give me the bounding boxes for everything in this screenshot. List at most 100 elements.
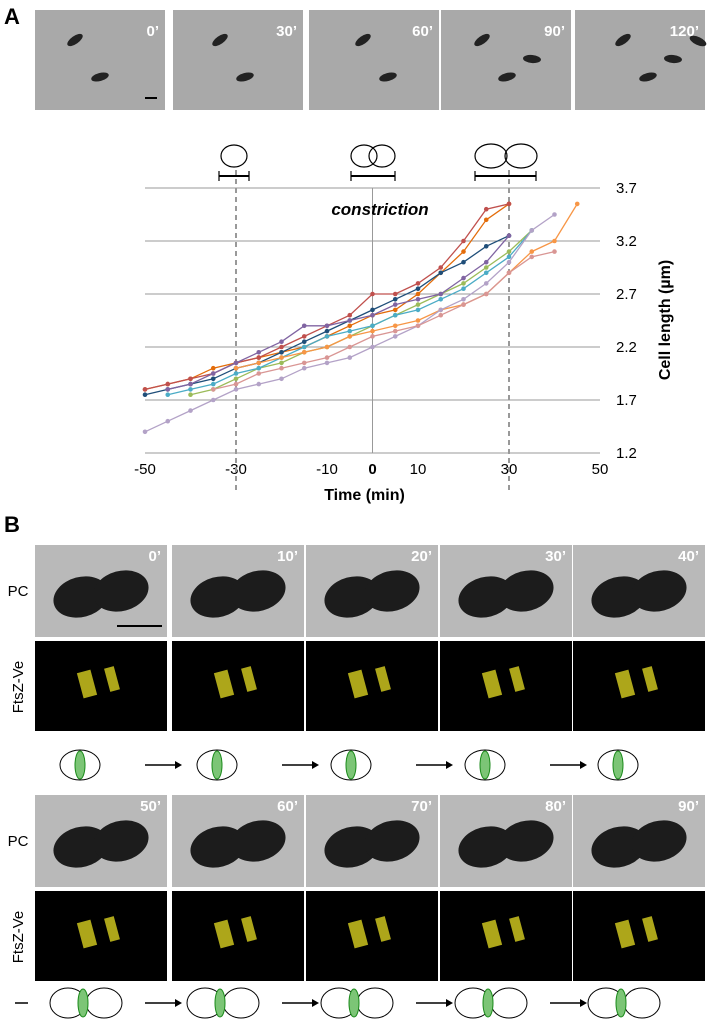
data-point [165, 392, 171, 398]
cell [212, 33, 228, 47]
data-point [347, 344, 353, 350]
data-point [210, 381, 216, 387]
ftsz-signal [104, 916, 120, 942]
cell [474, 33, 490, 47]
y-tick-label: 1.2 [616, 445, 637, 462]
data-point [210, 387, 216, 392]
cell-diagram [597, 749, 639, 781]
data-point [347, 334, 353, 339]
data-point [256, 350, 262, 355]
data-point [392, 297, 398, 302]
data-point [461, 275, 466, 281]
data-point [233, 387, 239, 392]
data-point [301, 344, 307, 350]
time-label: 30’ [276, 23, 297, 40]
data-point [392, 334, 398, 339]
cell-diagram [623, 987, 661, 1019]
data-point [438, 265, 444, 270]
cell [93, 820, 149, 862]
z-ring [77, 988, 89, 1018]
data-point [256, 365, 262, 371]
data-point [415, 297, 421, 302]
panel-label: A [4, 4, 20, 29]
time-label: 90’ [678, 798, 699, 815]
ftsz-signal [76, 919, 98, 949]
ftsz-signal [241, 916, 257, 942]
data-point [324, 344, 330, 350]
series-line [167, 235, 510, 391]
data-point [392, 307, 398, 313]
cell [458, 826, 514, 868]
data-point [506, 249, 512, 254]
data-point [347, 318, 353, 323]
cell [364, 570, 420, 612]
arrow-head [312, 999, 319, 1007]
time-label: 70’ [411, 798, 432, 815]
x-tick-label: -10 [316, 461, 338, 478]
ftsz-signal [614, 919, 636, 949]
series-line [235, 203, 578, 369]
ftsz-signal [509, 916, 525, 942]
time-label: 40’ [678, 548, 699, 565]
y-tick-label: 3.7 [616, 180, 637, 197]
cell [591, 826, 647, 868]
ftsz-signal [375, 916, 391, 942]
data-point [301, 334, 307, 339]
data-point [483, 259, 489, 265]
data-point [506, 254, 512, 260]
cell-diagram [222, 987, 260, 1019]
data-point [370, 307, 375, 313]
ftsz-signal [347, 919, 369, 949]
z-ring [74, 750, 86, 780]
data-point [370, 323, 375, 329]
cell [324, 826, 380, 868]
data-point [461, 281, 466, 286]
data-point [279, 355, 284, 360]
data-point [552, 212, 557, 217]
data-point [392, 323, 398, 329]
data-point [347, 312, 353, 318]
data-point [370, 312, 375, 318]
data-point [415, 291, 421, 297]
time-label: 120’ [670, 23, 699, 40]
cell [190, 826, 246, 868]
y-axis-title: Cell length (µm) [657, 260, 674, 380]
data-point [461, 249, 466, 254]
data-point [552, 249, 557, 254]
cell-diagram [356, 987, 394, 1019]
data-point [552, 238, 557, 244]
cell [236, 72, 254, 82]
data-point [347, 323, 353, 329]
data-point [188, 392, 193, 398]
data-point [415, 307, 421, 313]
data-point [210, 371, 216, 376]
data-point [415, 302, 421, 307]
data-point [506, 270, 512, 276]
cell [498, 820, 554, 862]
fluorescence-image [35, 641, 167, 731]
y-tick-label: 3.2 [616, 233, 637, 250]
ftsz-signal [481, 669, 503, 699]
arrow-head [580, 761, 587, 769]
series-line [190, 229, 533, 396]
data-point [370, 334, 375, 339]
data-point [210, 365, 216, 371]
data-point [392, 302, 398, 307]
data-point [188, 376, 193, 382]
data-point [188, 387, 193, 392]
data-point [392, 312, 398, 318]
data-point [461, 302, 466, 307]
data-point [301, 350, 307, 355]
cell-diagram [330, 749, 372, 781]
data-point [483, 244, 489, 249]
cell-diagram [196, 749, 238, 781]
data-point [415, 281, 421, 286]
data-point [415, 323, 421, 329]
fluorescence-image [306, 641, 438, 731]
arrow-head [446, 999, 453, 1007]
data-point [461, 297, 466, 302]
arrow-head [175, 999, 182, 1007]
data-point [370, 291, 375, 297]
fluorescence-image [440, 891, 572, 981]
data-point [279, 360, 284, 366]
